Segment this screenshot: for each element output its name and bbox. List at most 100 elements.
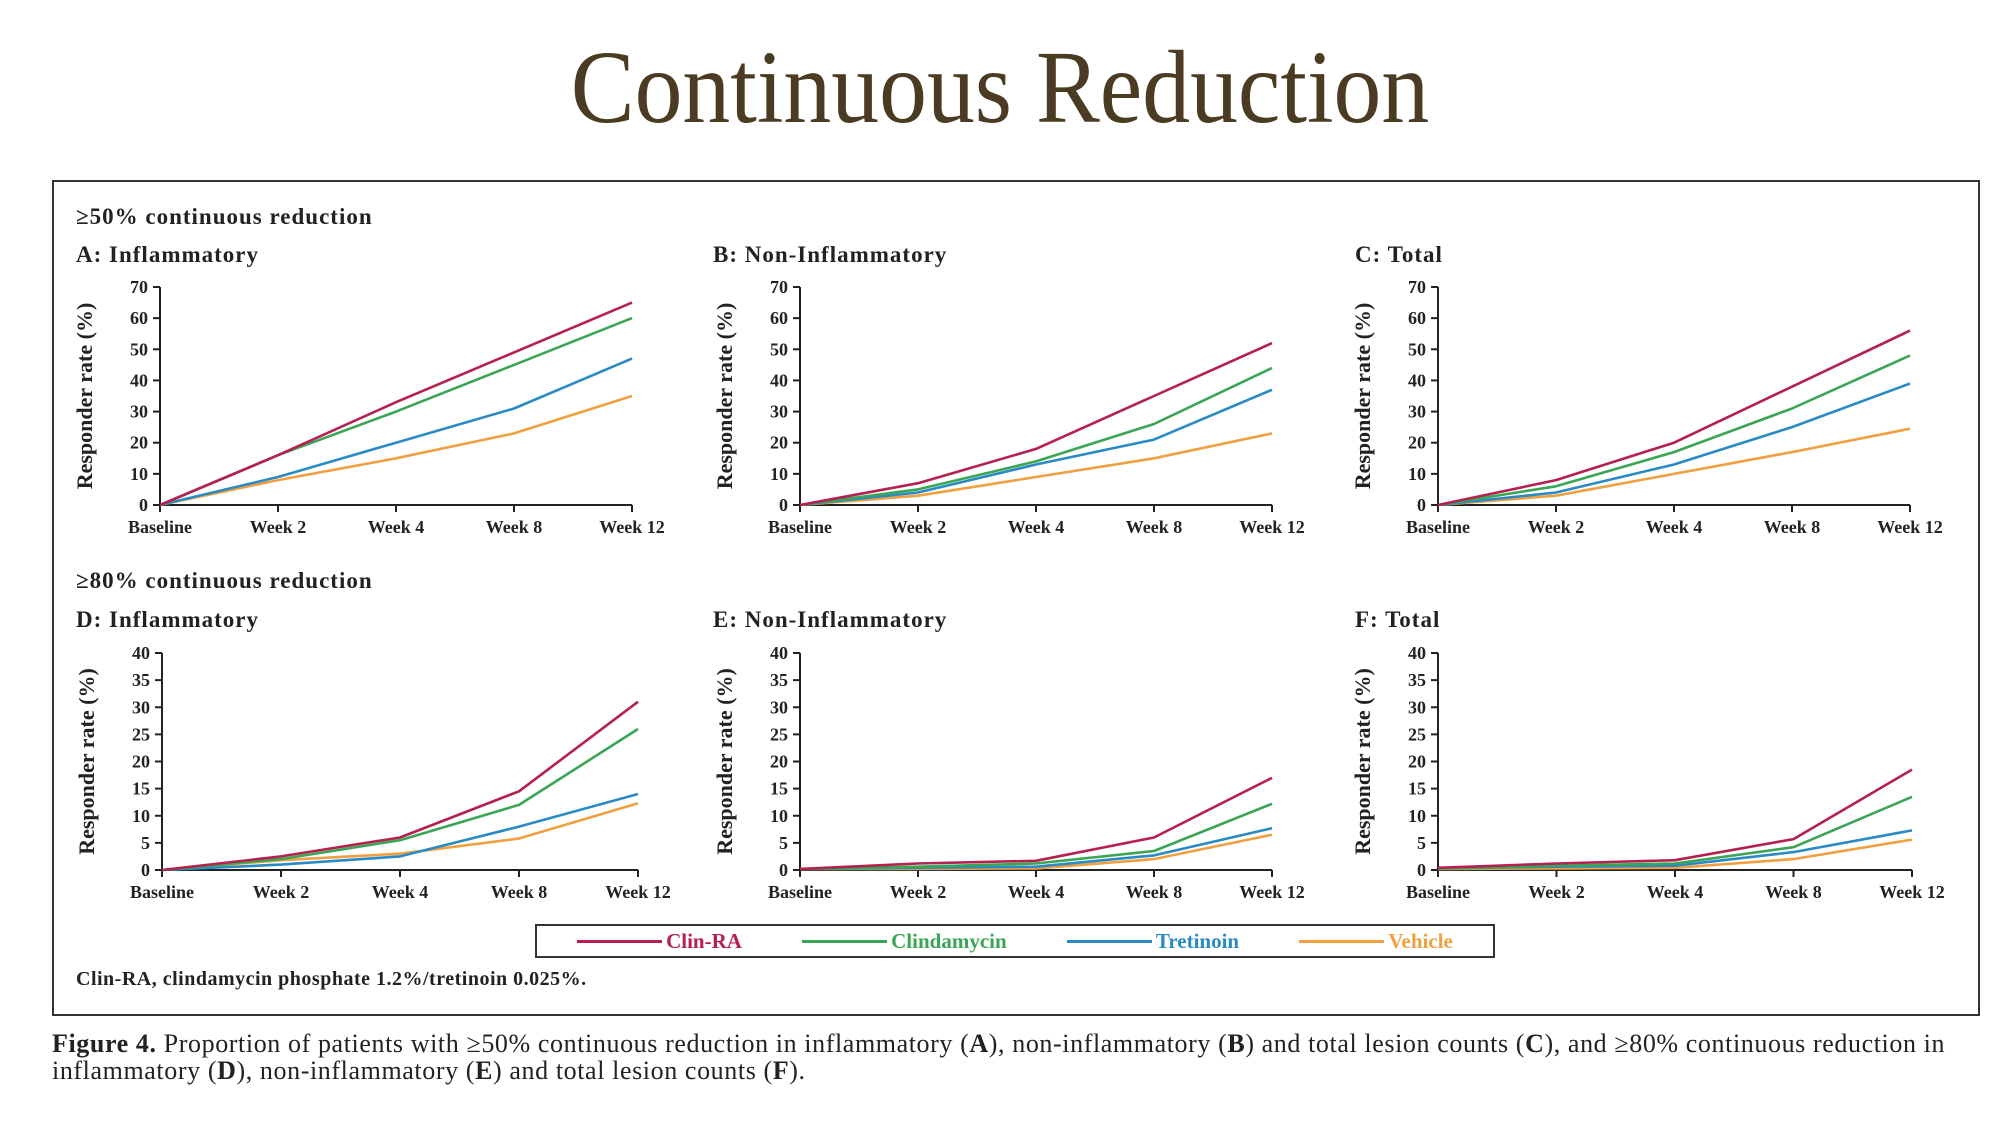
y-tick-label: 0: [141, 860, 150, 880]
panel-title-c: C: Total: [1355, 242, 1443, 268]
series-line-tretinoin: [161, 792, 639, 872]
y-tick-label: 40: [1408, 370, 1426, 390]
y-tick-label: 25: [770, 724, 788, 744]
y-tick-label: 10: [132, 806, 150, 826]
y-tick-label: 15: [770, 779, 788, 799]
y-tick-label: 20: [770, 433, 788, 453]
x-tick-label: Week 2: [253, 882, 310, 902]
series-line-tretinoin: [1437, 382, 1911, 507]
x-tick-label: Baseline: [1406, 517, 1470, 537]
y-tick-label: 70: [770, 277, 788, 297]
y-tick-label: 60: [130, 308, 148, 328]
x-tick-label: Week 8: [1126, 517, 1183, 537]
series-line-vehicle: [1437, 427, 1911, 507]
caption-text: ), non-inflammatory (: [988, 1029, 1228, 1058]
y-tick-label: 35: [1408, 670, 1426, 690]
y-tick-label: 50: [770, 339, 788, 359]
legend-swatch: [577, 939, 663, 943]
x-tick-label: Baseline: [768, 517, 832, 537]
y-tick-label: 30: [1408, 402, 1426, 422]
panel-name: Total: [1387, 242, 1443, 267]
y-tick-label: 5: [141, 833, 150, 853]
x-tick-label: Week 4: [1008, 882, 1065, 902]
y-axis-label: Responder rate (%): [1350, 303, 1375, 490]
panel-title-b: B: Non-Inflammatory: [713, 242, 947, 268]
x-tick-label: Week 8: [1765, 882, 1822, 902]
series-line-clin-ra: [1437, 768, 1913, 870]
caption-text: ) and total lesion counts (: [1245, 1029, 1526, 1058]
y-tick-label: 40: [770, 370, 788, 390]
panel-title-d: D: Inflammatory: [76, 607, 259, 633]
caption-ref: A: [969, 1029, 989, 1058]
y-tick-label: 30: [1408, 697, 1426, 717]
x-tick-label: Week 12: [605, 882, 671, 902]
x-tick-label: Baseline: [1406, 882, 1470, 902]
y-tick-label: 25: [1408, 724, 1426, 744]
caption-ref: F: [772, 1056, 790, 1085]
y-tick-label: 40: [132, 643, 150, 663]
y-tick-label: 5: [779, 833, 788, 853]
panel-title-e: E: Non-Inflammatory: [713, 607, 947, 633]
y-tick-label: 60: [770, 308, 788, 328]
caption-ref: D: [217, 1056, 237, 1085]
figure-footnote: Clin-RA, clindamycin phosphate 1.2%/tret…: [76, 968, 587, 990]
x-tick-label: Week 12: [599, 517, 665, 537]
y-tick-label: 60: [1408, 308, 1426, 328]
caption-text: ) and total lesion counts (: [493, 1056, 773, 1085]
y-tick-label: 15: [1408, 779, 1426, 799]
legend: Clin-RA Clindamycin Tretinoin Vehicle: [535, 924, 1495, 958]
y-tick-label: 30: [770, 402, 788, 422]
x-tick-label: Week 4: [368, 517, 425, 537]
figure-caption: Figure 4. Proportion of patients with ≥5…: [52, 1030, 1987, 1084]
y-tick-label: 70: [1408, 277, 1426, 297]
y-tick-label: 35: [132, 670, 150, 690]
x-tick-label: Week 8: [1126, 882, 1183, 902]
series-line-tretinoin: [799, 388, 1273, 507]
x-tick-label: Baseline: [128, 517, 192, 537]
y-tick-label: 10: [770, 464, 788, 484]
y-tick-label: 25: [132, 724, 150, 744]
panel-letter: A:: [76, 242, 103, 267]
panel-letter: E:: [713, 607, 738, 632]
caption-text: Proportion of patients with ≥50% continu…: [156, 1029, 970, 1058]
y-tick-label: 10: [1408, 806, 1426, 826]
x-tick-label: Week 12: [1879, 882, 1945, 902]
x-tick-label: Week 8: [486, 517, 543, 537]
y-tick-label: 20: [770, 752, 788, 772]
legend-item-clin-ra: Clin-RA: [577, 929, 742, 954]
panel-name: Inflammatory: [109, 242, 260, 267]
y-tick-label: 0: [1417, 860, 1426, 880]
y-tick-label: 10: [770, 806, 788, 826]
series-line-clindamycin: [1437, 354, 1911, 507]
x-tick-label: Week 2: [250, 517, 307, 537]
y-tick-label: 30: [132, 697, 150, 717]
y-tick-label: 10: [130, 464, 148, 484]
y-tick-label: 0: [139, 495, 148, 515]
legend-swatch: [802, 939, 888, 943]
panel-letter: F:: [1355, 607, 1379, 632]
y-tick-label: 5: [1417, 833, 1426, 853]
series-line-vehicle: [799, 432, 1273, 507]
y-axis-label: Responder rate (%): [1350, 668, 1375, 855]
slide-title: Continuous Reduction: [570, 30, 1430, 145]
y-axis-label: Responder rate (%): [712, 668, 737, 855]
legend-label: Clindamycin: [891, 928, 1007, 953]
panel-title-a: A: Inflammatory: [76, 242, 259, 268]
series-line-clin-ra: [799, 341, 1273, 507]
x-tick-label: Week 12: [1239, 882, 1305, 902]
series-line-clindamycin: [159, 316, 633, 507]
legend-label: Clin-RA: [666, 928, 742, 953]
section-heading-80: ≥80% continuous reduction: [76, 568, 373, 593]
panel-name: Non-Inflammatory: [744, 607, 948, 632]
panel-letter: B:: [713, 242, 738, 267]
x-tick-label: Week 2: [890, 517, 947, 537]
x-tick-label: Week 2: [1528, 517, 1585, 537]
legend-label: Tretinoin: [1155, 928, 1240, 953]
x-tick-label: Week 8: [491, 882, 548, 902]
y-tick-label: 10: [1408, 464, 1426, 484]
x-tick-label: Baseline: [130, 882, 194, 902]
x-tick-label: Week 12: [1877, 517, 1943, 537]
caption-label: Figure 4.: [52, 1029, 157, 1058]
legend-item-clindamycin: Clindamycin: [802, 929, 1007, 954]
y-tick-label: 15: [132, 779, 150, 799]
